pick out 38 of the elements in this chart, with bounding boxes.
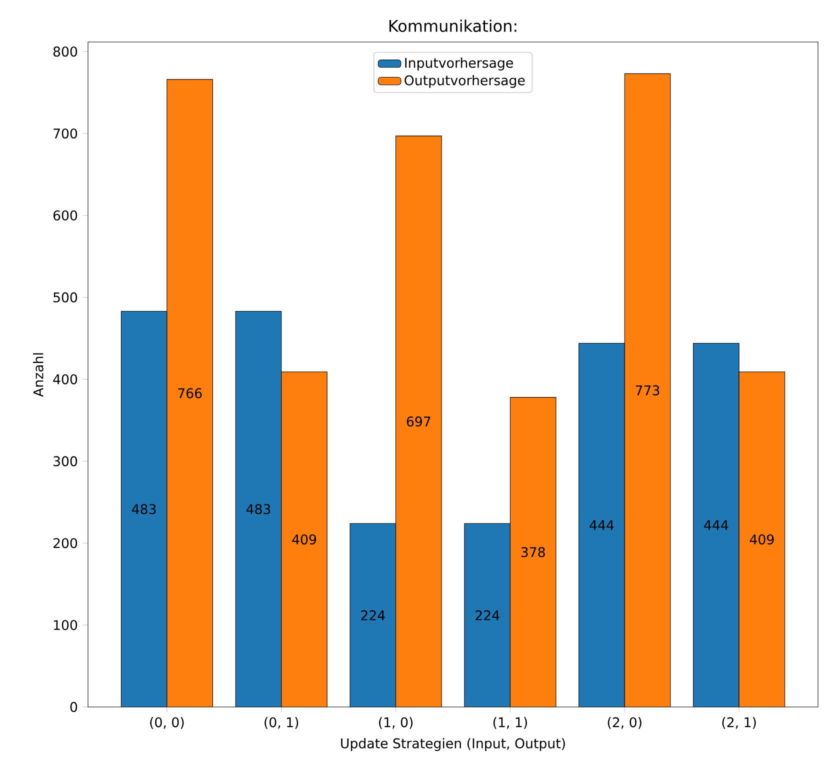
- bar: [166, 79, 213, 707]
- x-tick-label: (0, 1): [264, 717, 298, 729]
- bar: [624, 73, 671, 707]
- bar: [281, 372, 328, 707]
- data-label: 766: [178, 388, 202, 398]
- data-label: 378: [521, 547, 545, 558]
- data-label: 409: [750, 534, 774, 544]
- data-label: 483: [132, 504, 156, 514]
- data-label: 444: [704, 520, 728, 530]
- y-tick-label: 500: [54, 292, 78, 302]
- y-tick-label: 300: [54, 456, 78, 466]
- chart-title: Kommunikation:: [389, 20, 516, 32]
- x-tick-label: (1, 0): [379, 717, 413, 729]
- y-tick-label: 200: [53, 538, 78, 548]
- x-tick-label: (0, 0): [150, 717, 184, 729]
- y-axis-title: Anzahl: [33, 353, 44, 397]
- x-tick-label: (2, 1): [722, 717, 756, 729]
- x-tick-label: (1, 1): [493, 717, 527, 729]
- bar: [738, 372, 786, 707]
- data-label: 444: [590, 520, 614, 530]
- y-tick-label: 600: [53, 210, 78, 220]
- data-label: 224: [476, 610, 500, 620]
- data-label: 697: [406, 416, 430, 427]
- bar: [510, 397, 556, 707]
- y-tick-label: 100: [54, 620, 78, 630]
- data-label: 224: [361, 610, 385, 620]
- data-label: 773: [636, 385, 660, 396]
- bar: [396, 136, 442, 707]
- data-label: 483: [246, 504, 270, 514]
- legend-label: Outputvorhersage: [404, 75, 525, 88]
- y-tick-label: 800: [53, 46, 78, 57]
- y-tick-label: 700: [54, 128, 78, 139]
- legend-label: Inputvorhersage: [405, 58, 513, 70]
- data-label: 409: [292, 534, 316, 544]
- x-axis-title: Update Strategien (Input, Output): [341, 738, 565, 751]
- y-tick-label: 0: [70, 702, 78, 712]
- y-tick-label: 400: [53, 374, 78, 384]
- x-tick-label: (2, 0): [608, 717, 642, 729]
